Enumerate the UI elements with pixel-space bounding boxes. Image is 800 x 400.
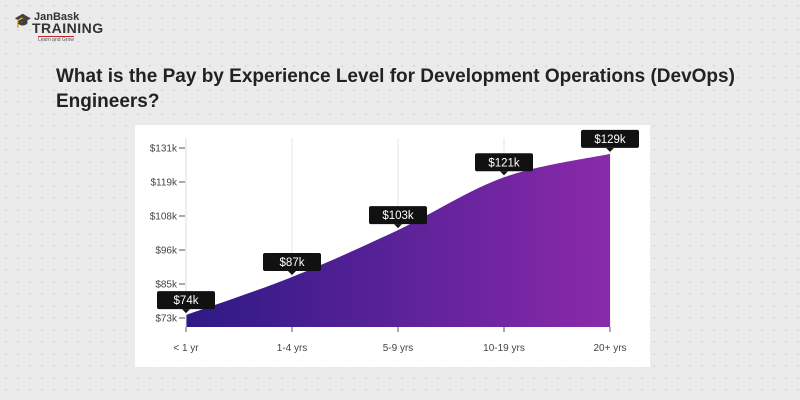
data-label-pointer [606, 147, 614, 152]
y-tick-label: $131k [150, 144, 178, 155]
data-label-pointer [288, 270, 296, 275]
logo-name: TRAINING [32, 20, 104, 36]
data-label-box [475, 153, 533, 172]
x-tick-label: 5-9 yrs [383, 343, 414, 354]
data-label-box [581, 129, 639, 148]
data-label: $87k [280, 257, 305, 269]
data-label: $129k [594, 134, 626, 146]
x-tick-label: 10-19 yrs [483, 343, 525, 354]
logo-tagline: Learn and Grow [38, 36, 74, 43]
graduation-cap-icon: 🎓 [14, 12, 32, 28]
data-label-pointer [182, 309, 190, 314]
logo-brand: JanBask [34, 11, 80, 23]
data-label-pointer [500, 171, 508, 176]
data-label: $121k [488, 157, 520, 169]
janbask-logo: 🎓 JanBask TRAINING Learn and Grow [14, 6, 103, 43]
data-label-box [157, 291, 215, 310]
y-tick-label: $119k [150, 178, 178, 189]
data-label-box [263, 252, 321, 271]
data-label: $103k [382, 210, 414, 222]
data-label-pointer [394, 224, 402, 229]
y-tick-label: $108k [150, 212, 178, 223]
data-label: $74k [174, 295, 199, 307]
y-tick-label: $73k [155, 314, 178, 325]
data-label-box [369, 206, 427, 225]
page-title: What is the Pay by Experience Level for … [56, 66, 735, 112]
x-tick-label: 20+ yrs [593, 343, 626, 354]
x-tick-label: < 1 yr [173, 343, 199, 354]
y-tick-label: $85k [155, 280, 178, 291]
y-tick-label: $96k [155, 246, 178, 257]
salary-area [186, 153, 610, 327]
x-tick-label: 1-4 yrs [277, 343, 308, 354]
